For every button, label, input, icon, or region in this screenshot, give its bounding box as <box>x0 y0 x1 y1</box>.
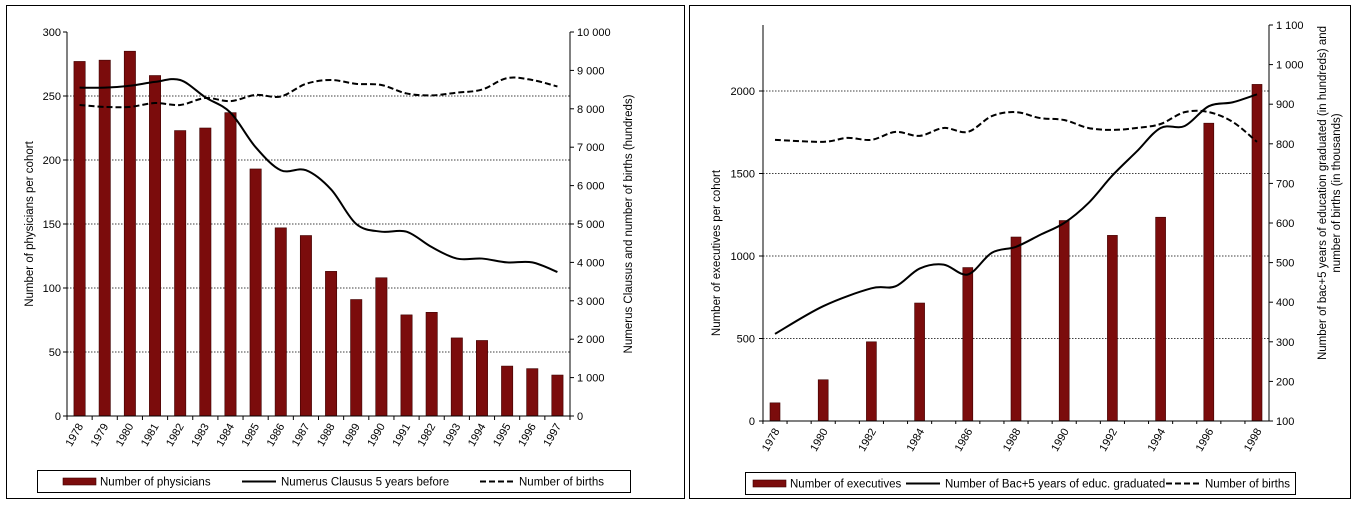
chart-1-line-numerus-clausus <box>79 78 558 273</box>
chart-2-y2-tick-label: 800 <box>1276 139 1294 151</box>
chart-2-y2-tick-label: 300 <box>1276 337 1294 349</box>
chart-2-y-tick-label: 2000 <box>731 86 755 98</box>
chart-2-y-tick-label: 500 <box>737 334 755 346</box>
chart-2-line-graduates <box>774 93 1258 335</box>
chart-2-y2-tick-label: 100 <box>1276 416 1294 428</box>
chart-2-y-tick-label: 1500 <box>731 169 755 181</box>
chart-2-bar <box>962 267 974 422</box>
chart-2-y-tick-label: 1000 <box>731 251 755 263</box>
chart-1-y2-tick-label: 7 000 <box>577 142 605 154</box>
chart-1-y2-tick-label: 0 <box>577 411 583 423</box>
chart-1-bar <box>299 235 312 417</box>
chart-2-y-axis-title: Number of executives per cohort <box>711 169 723 336</box>
chart-2-y2-tick-label: 500 <box>1276 258 1294 270</box>
chart-2-bar <box>769 402 781 422</box>
chart-1-bar <box>400 314 413 417</box>
chart-1-y2-tick-label: 10 000 <box>577 27 611 39</box>
chart-1-y2-tick-label: 5 000 <box>577 219 605 231</box>
chart-1-y-tick-label: 50 <box>49 347 61 359</box>
chart-1-legend-label: Numerus Clausus 5 years before <box>281 477 449 489</box>
chart-1-bar <box>274 227 287 417</box>
chart-2-y2-tick-label: 700 <box>1276 178 1294 190</box>
chart-2-bar <box>866 341 877 422</box>
chart-1-legend-label: Number of births <box>519 477 604 489</box>
chart-2-legend-label: Number of births <box>1205 479 1290 491</box>
chart-1-y2-tick-label: 3 000 <box>577 296 605 308</box>
chart-1-bar <box>450 337 463 417</box>
chart-2-bar <box>817 379 829 422</box>
chart-2-y2-tick-label: 600 <box>1276 218 1294 230</box>
chart-2-legend-swatch-bar <box>752 479 787 488</box>
chart-1-y-tick-label: 100 <box>43 283 61 295</box>
chart-1-bar <box>73 61 86 417</box>
chart-2-bar <box>1203 122 1215 422</box>
chart-1-y2-tick-label: 2 000 <box>577 334 605 346</box>
chart-2-bar <box>1058 220 1070 422</box>
chart-1-bar <box>551 374 564 417</box>
chart-1-bar <box>375 277 388 417</box>
chart-2-legend-label: Number of executives <box>790 479 901 491</box>
chart-1-y-tick-label: 250 <box>43 91 61 103</box>
chart-1-legend-box <box>37 470 631 493</box>
chart-2-y2-tick-label: 400 <box>1276 297 1294 309</box>
chart-2-bar <box>914 302 925 422</box>
chart-2-legend-box <box>745 472 1296 495</box>
chart-1-y2-axis-title: Numerus Clausus and number of births (hu… <box>623 94 635 353</box>
chart-2-y2-axis-title-line2: number of births (in thousands) <box>1331 113 1343 272</box>
chart-2-y2-axis-title-line1: Number of bac+5 years of education gradu… <box>1317 26 1329 360</box>
chart-2-y2-tick-label: 900 <box>1276 99 1294 111</box>
chart-2-bar <box>1107 235 1118 422</box>
chart-1-y2-tick-label: 1 000 <box>577 373 605 385</box>
chart-2-bar <box>1155 216 1166 422</box>
chart-1-bar <box>199 127 212 417</box>
chart-1-y2-tick-label: 4 000 <box>577 257 605 269</box>
chart-1-bar <box>325 271 338 417</box>
chart-1-bar <box>224 112 237 417</box>
chart-1-y-tick-label: 150 <box>43 219 61 231</box>
chart-1-bar <box>149 75 161 417</box>
chart-2-y2-tick-label: 1 000 <box>1276 60 1304 72</box>
chart-2-legend-label: Number of Bac+5 years of educ. graduated <box>945 479 1165 491</box>
chart-2-y2-tick-label: 200 <box>1276 376 1294 388</box>
chart-1-y-tick-label: 200 <box>43 155 61 167</box>
chart-1-y-tick-label: 300 <box>43 27 61 39</box>
chart-1-line-births <box>79 76 558 109</box>
chart-2-bar <box>1010 236 1022 422</box>
chart-1-y2-tick-label: 8 000 <box>577 104 605 116</box>
chart-2-line-births <box>774 109 1258 143</box>
chart-1-bar <box>174 130 187 417</box>
chart-1-bar <box>476 340 488 417</box>
chart-1-y2-tick-label: 6 000 <box>577 181 605 193</box>
chart-1-bar <box>98 59 111 417</box>
chart-2-y2-tick-label: 1 100 <box>1276 20 1304 32</box>
chart-1-bar <box>249 168 262 417</box>
chart-1-y-axis-title: Number of physicians per cohort <box>24 140 36 306</box>
chart-1-y-tick-label: 0 <box>55 411 61 423</box>
chart-1-bar <box>425 312 438 417</box>
chart-2-y-tick-label: 0 <box>749 416 755 428</box>
chart-1-bar <box>350 299 363 417</box>
chart-2-bar <box>1251 84 1263 422</box>
chart-1-bar <box>501 365 514 417</box>
chart-1-legend-label: Number of physicians <box>100 477 211 489</box>
chart-1-bar <box>526 368 539 417</box>
chart-1-y2-tick-label: 9 000 <box>577 65 605 77</box>
chart-1-legend-swatch-bar <box>62 477 97 486</box>
